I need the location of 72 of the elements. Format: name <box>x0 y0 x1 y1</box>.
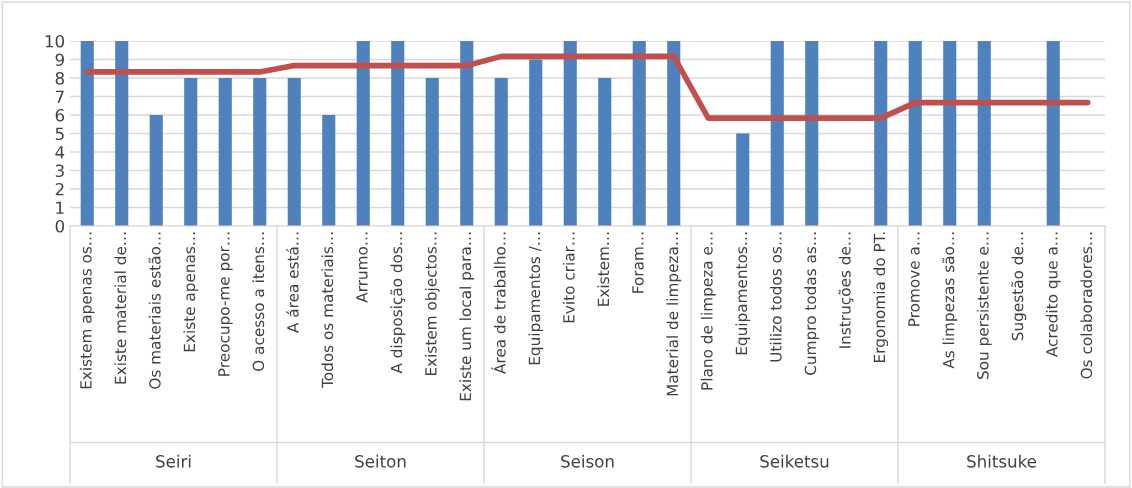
bar <box>770 41 784 226</box>
x-tick-label: Os materiais estão… <box>148 232 161 389</box>
bar <box>1046 41 1060 226</box>
bar <box>149 115 163 226</box>
bar <box>322 115 336 226</box>
bar <box>667 41 681 226</box>
bar <box>529 59 543 226</box>
x-tick-label: Os colaboradores… <box>1080 232 1093 379</box>
bar <box>943 41 957 226</box>
x-tick-label: Instruções de… <box>838 232 854 348</box>
x-tick-label: Promove a… <box>908 232 920 326</box>
x-tick-label: Evito criar… <box>562 232 575 323</box>
x-tick-label: Sou persistente e… <box>976 232 992 379</box>
x-tick-label: Existem… <box>597 232 610 306</box>
bar <box>908 41 922 226</box>
bar <box>736 133 750 226</box>
text: Seiton <box>355 454 406 468</box>
x-tick-label: A disposição dos… <box>390 232 406 374</box>
bar <box>632 41 646 226</box>
y-tick-label: 0 <box>55 219 65 233</box>
y-tick-label: 9 <box>55 53 64 67</box>
y-tick-label: 6 <box>55 108 65 122</box>
bar <box>184 78 198 226</box>
bar <box>598 78 612 226</box>
x-tick-label: A área está… <box>286 232 299 333</box>
text: Seiri <box>156 454 191 468</box>
bar <box>460 41 474 226</box>
x-tick-label: Equipamentos /… <box>528 232 544 365</box>
bar <box>356 41 370 226</box>
y-tick-label: 3 <box>55 164 64 178</box>
x-tick-label: Equipamentos… <box>735 232 751 355</box>
bar <box>115 41 129 226</box>
x-tick-label: Existem objectos… <box>424 232 440 376</box>
y-tick-label: 10 <box>45 34 65 48</box>
y-tick-label: 1 <box>56 201 64 214</box>
bar <box>391 41 405 226</box>
x-tick-label: Preocupo-me por… <box>218 232 233 376</box>
bar <box>563 41 577 226</box>
bar <box>253 78 267 226</box>
y-tick-label: 4 <box>55 146 65 159</box>
bar <box>218 78 232 226</box>
x-tick-label: Plano de limpeza e… <box>700 232 716 390</box>
x-tick-label: Existe um local para… <box>459 232 475 401</box>
x-tick-label: Arrumo… <box>356 232 368 303</box>
bar <box>874 41 888 226</box>
bar <box>805 41 819 226</box>
x-tick-label: Material de limpeza… <box>666 232 682 396</box>
text: Seiketsu <box>760 454 829 468</box>
y-tick-label: 8 <box>55 71 64 85</box>
bar <box>494 78 508 226</box>
x-tick-label: Existem apenas os… <box>79 232 95 389</box>
x-tick-label: O acesso a itens… <box>252 232 265 371</box>
x-tick-label: Área de trabalho… <box>491 232 506 374</box>
y-tick-label: 7 <box>55 90 64 103</box>
x-tick-label: Ergonomia do PT. <box>873 232 889 362</box>
y-tick-label: 5 <box>55 127 64 141</box>
bar <box>425 78 439 226</box>
y-tick-label: 2 <box>55 182 64 196</box>
x-tick-label: Acredito que a… <box>1045 232 1061 358</box>
x-tick-label: Cumpro todas as… <box>804 232 820 375</box>
bar <box>977 41 991 226</box>
bar <box>287 78 301 226</box>
x-tick-label: Existe apenas… <box>183 232 199 352</box>
x-tick-label: Existe material de… <box>114 232 127 384</box>
x-tick-label: Foram… <box>632 232 644 293</box>
x-tick-label: Utilizo todos os… <box>769 232 782 362</box>
text: Seison <box>561 454 614 468</box>
x-tick-label: As limpezas são… <box>942 232 958 369</box>
bar <box>80 41 94 226</box>
x-tick-label: Sugestão de… <box>1011 232 1027 341</box>
text: Shitsuke <box>967 454 1037 468</box>
x-tick-label: Todos os materiais… <box>321 232 334 389</box>
